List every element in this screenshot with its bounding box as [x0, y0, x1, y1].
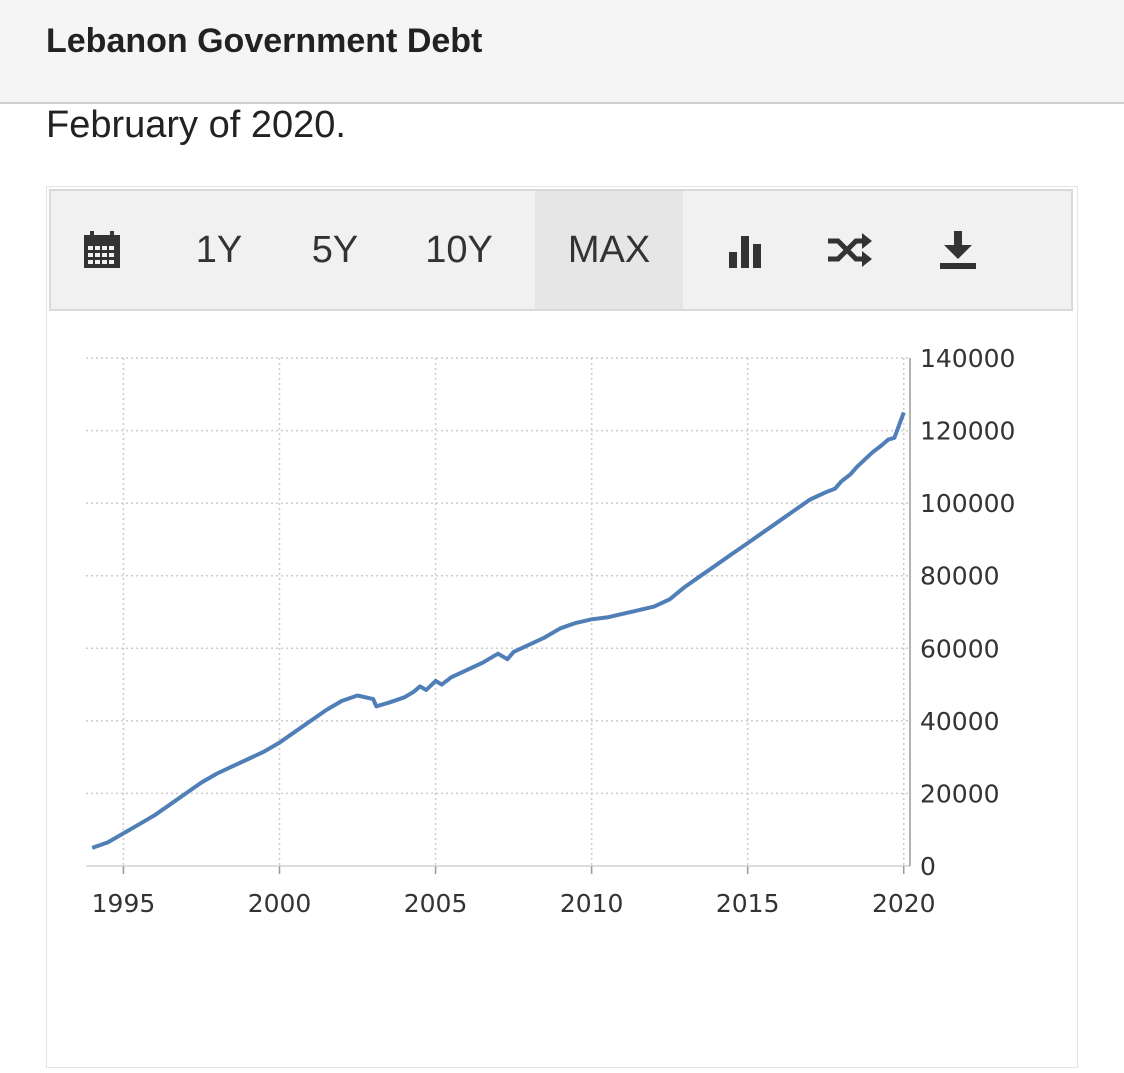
x-tick-label: 2000	[248, 889, 312, 918]
y-tick-label: 20000	[920, 779, 1000, 808]
y-tick-label: 100000	[920, 489, 1015, 518]
range-5y-button[interactable]: 5Y	[311, 228, 359, 271]
range-1y-button[interactable]: 1Y	[195, 228, 243, 271]
bar-chart-icon[interactable]	[711, 191, 781, 309]
x-tick-label: 2015	[716, 889, 780, 918]
subtitle-text: February of 2020.	[46, 104, 346, 146]
y-tick-label: 120000	[920, 417, 1015, 446]
shuffle-icon[interactable]	[815, 191, 885, 309]
y-tick-label: 0	[920, 852, 936, 881]
header-bar: Lebanon Government Debt	[0, 0, 1124, 104]
chart-widget: 1Y 5Y 10Y MAX	[46, 186, 1078, 1068]
chart-gridlines	[86, 357, 910, 866]
y-tick-label: 60000	[920, 634, 1000, 663]
range-10y-button[interactable]: 10Y	[425, 228, 493, 271]
x-tick-label: 2020	[872, 889, 936, 918]
chart-toolbar: 1Y 5Y 10Y MAX	[49, 189, 1073, 311]
calendar-icon[interactable]	[67, 191, 137, 309]
y-tick-label: 80000	[920, 562, 1000, 591]
download-icon[interactable]	[923, 191, 993, 309]
x-tick-label: 2010	[560, 889, 624, 918]
x-axis: 1995 2000 2005 2010 2015 2020	[86, 865, 936, 918]
x-tick-label: 2005	[404, 889, 468, 918]
range-max-button[interactable]: MAX	[535, 191, 683, 309]
debt-series-line	[91, 411, 906, 850]
y-tick-label: 140000	[920, 344, 1015, 373]
y-tick-label: 40000	[920, 707, 1000, 736]
y-axis: 0 20000 40000 60000 80000 100000 120000 140000	[909, 344, 1015, 881]
page-title: Lebanon Government Debt	[46, 22, 483, 60]
x-tick-label: 1995	[92, 889, 156, 918]
